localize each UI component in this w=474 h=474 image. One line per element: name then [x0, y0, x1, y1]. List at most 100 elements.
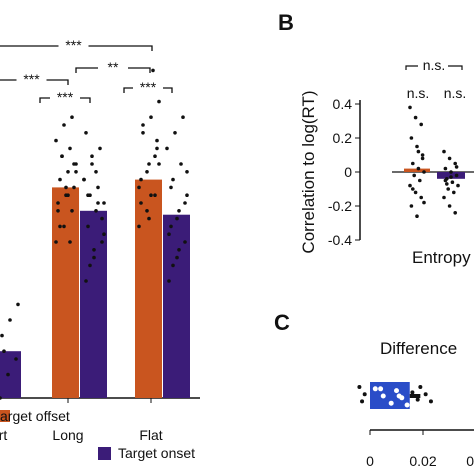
- data-point: [416, 166, 421, 171]
- data-point: [137, 224, 141, 229]
- y-tick-label: 0.2: [333, 130, 353, 146]
- data-point: [70, 115, 74, 119]
- data-point: [169, 185, 173, 190]
- y-tick-label: 0.4: [333, 96, 353, 112]
- data-point: [449, 175, 453, 179]
- bracket-label-bg: [133, 80, 163, 92]
- bar-flat-offset: [135, 179, 162, 398]
- data-point: [453, 211, 458, 215]
- data-point: [68, 240, 72, 244]
- panel-label-b: B: [278, 10, 294, 35]
- data-point: [415, 397, 420, 402]
- significance-label: ***: [23, 71, 40, 87]
- data-point: [155, 146, 159, 151]
- data-point: [357, 385, 362, 389]
- data-point: [185, 193, 189, 197]
- data-point: [412, 173, 417, 178]
- data-point: [454, 173, 459, 178]
- data-point: [449, 170, 453, 174]
- data-point: [62, 224, 66, 229]
- data-point: [171, 177, 175, 182]
- significance-label: ***: [140, 79, 157, 95]
- y-tick-label: 0: [344, 164, 352, 180]
- data-point: [94, 209, 98, 213]
- data-point: [145, 170, 149, 174]
- y-axis-label: Correlation to log(RT): [299, 90, 318, 253]
- bracket-label-bg: [58, 38, 89, 50]
- bar-long-onset: [80, 210, 107, 398]
- bar-rt-onset: [0, 351, 21, 398]
- data-point: [153, 193, 157, 197]
- data-point: [157, 162, 161, 166]
- significance-label: ***: [57, 89, 74, 105]
- data-point: [84, 131, 88, 135]
- data-point: [66, 193, 70, 197]
- data-point: [394, 388, 399, 394]
- bracket-label-bg: [16, 72, 47, 84]
- data-point: [409, 204, 414, 208]
- data-point: [72, 162, 76, 166]
- significance-label: **: [108, 59, 119, 75]
- data-point: [445, 182, 449, 186]
- data-point: [72, 185, 76, 190]
- data-point: [137, 185, 141, 190]
- data-point: [415, 144, 419, 149]
- data-point: [408, 183, 412, 188]
- data-point: [14, 357, 18, 361]
- data-point: [388, 400, 394, 406]
- data-point: [153, 154, 157, 158]
- data-point: [165, 146, 169, 151]
- panel-b-bar-chart: B 0.4 0.2 0 -0.2 -0.4 Correlation to log(RT) n.…: [278, 10, 474, 267]
- data-point: [0, 333, 4, 338]
- chart-title: Difference: [380, 339, 457, 358]
- data-point: [177, 209, 181, 213]
- x-tick-label: Flat: [139, 427, 162, 443]
- panel-a-bar-chart: rt Long Flat**************arget offsetTarg…: [0, 37, 200, 461]
- significance-label: n.s.: [444, 85, 467, 101]
- data-point: [185, 170, 189, 174]
- data-point: [100, 216, 104, 221]
- data-point: [147, 216, 151, 221]
- data-point: [169, 224, 173, 229]
- data-point: [98, 146, 102, 151]
- data-point: [84, 279, 88, 283]
- data-point: [413, 190, 418, 195]
- bar-entropy-offset: [404, 168, 430, 172]
- y-tick-label: -0.2: [328, 198, 352, 214]
- data-point: [157, 99, 161, 104]
- data-point: [409, 136, 414, 140]
- data-point: [92, 248, 96, 252]
- data-point: [419, 122, 424, 127]
- data-point: [179, 162, 183, 166]
- panel-c-difference-chart: C Difference 0 0.02 0.0: [274, 310, 474, 469]
- data-point: [94, 170, 98, 174]
- data-point: [447, 204, 452, 208]
- data-point: [74, 170, 78, 174]
- y-tick-label: -0.4: [328, 232, 352, 248]
- data-point: [70, 209, 74, 213]
- data-point: [141, 123, 145, 127]
- data-point: [0, 396, 2, 400]
- data-point: [418, 385, 423, 389]
- data-point: [416, 149, 421, 154]
- data-point: [362, 392, 367, 397]
- data-point: [8, 318, 12, 322]
- data-point: [102, 232, 106, 236]
- data-point: [86, 224, 90, 229]
- significance-label: n.s.: [423, 57, 446, 73]
- data-point: [415, 214, 419, 218]
- data-point: [183, 201, 187, 205]
- data-point: [372, 386, 378, 392]
- data-point: [423, 392, 428, 397]
- data-point: [145, 209, 149, 213]
- data-point: [175, 216, 179, 221]
- data-point: [175, 255, 179, 260]
- data-point: [139, 201, 143, 205]
- data-point: [54, 138, 58, 143]
- data-point: [6, 372, 10, 377]
- x-tick-label: 0.02: [409, 453, 436, 469]
- data-point: [454, 165, 459, 169]
- legend-swatch-offset: [0, 410, 10, 422]
- data-point: [167, 232, 171, 236]
